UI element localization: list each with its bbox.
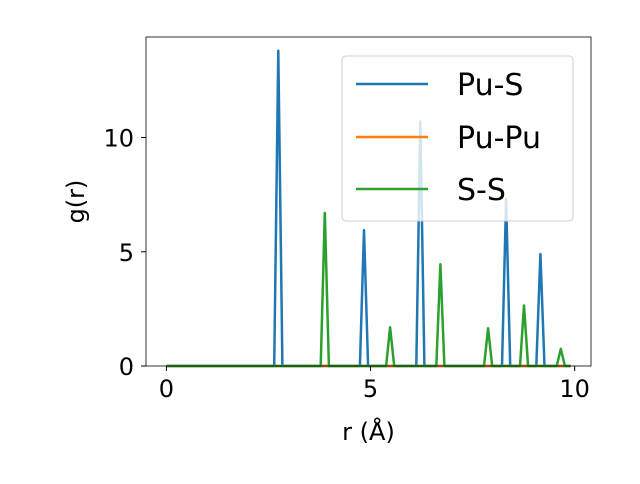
y-tick-label: 10 <box>103 125 134 153</box>
x-tick-label: 10 <box>559 375 590 403</box>
y-tick-label: 0 <box>119 353 134 381</box>
legend-label-3: S-S <box>457 173 506 208</box>
y-axis-label: g(r) <box>62 180 90 224</box>
legend-label-1: Pu-S <box>457 68 523 103</box>
legend-label-2: Pu-Pu <box>457 121 541 156</box>
legend-box <box>341 55 574 222</box>
y-tick-label: 5 <box>119 239 134 267</box>
x-tick-label: 5 <box>363 375 378 403</box>
ticks-layer: 0 5 10 0 5 10 <box>103 125 589 403</box>
x-tick-label: 0 <box>159 375 174 403</box>
x-axis-label: r (Å) <box>342 417 395 446</box>
plot-frame <box>145 36 592 367</box>
legend: Pu-S Pu-Pu S-S <box>341 55 574 222</box>
